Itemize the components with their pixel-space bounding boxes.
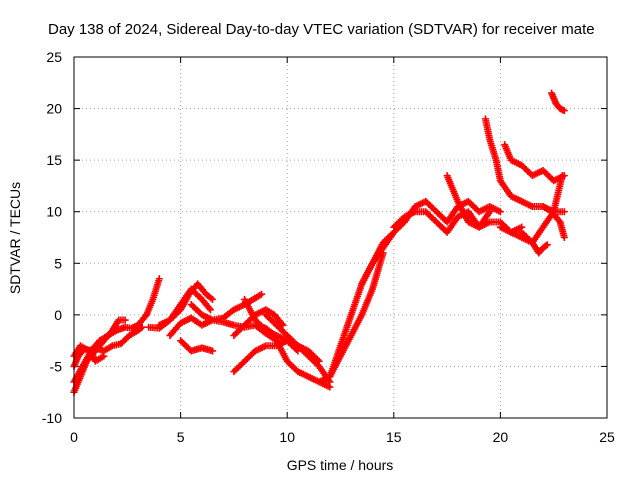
series-track-13: [251, 321, 334, 391]
y-tick-label: 10: [46, 204, 62, 220]
series-track-6: [155, 280, 217, 329]
grid: [74, 57, 607, 418]
plot-frame: [73, 56, 608, 419]
y-tick-label: -10: [42, 410, 62, 426]
data-point: [496, 208, 504, 216]
data-point: [560, 208, 568, 216]
data-point: [560, 172, 568, 180]
data-point: [205, 304, 213, 312]
series-track-17: [358, 197, 504, 288]
data-point: [543, 241, 551, 249]
axis-ticks: [73, 56, 608, 419]
data-point: [560, 107, 568, 115]
y-axis-label: SDTVAR / TECUs: [7, 182, 23, 294]
series-track-16: [326, 249, 387, 381]
y-tick-label: 20: [46, 101, 62, 117]
x-axis-label: GPS time / hours: [287, 457, 394, 473]
data-point: [206, 306, 214, 314]
data-point: [258, 290, 266, 298]
data-point: [100, 352, 108, 360]
series-track-24: [548, 89, 568, 115]
series-track-20: [481, 115, 568, 216]
x-tick-label: 5: [177, 429, 185, 445]
data-point: [121, 316, 129, 324]
data-point: [560, 234, 568, 241]
y-tick-label: 25: [46, 49, 62, 65]
data-point: [137, 324, 145, 332]
x-tick-label: 15: [386, 429, 402, 445]
y-tick-label: 0: [54, 307, 62, 323]
y-tick-label: 5: [54, 255, 62, 271]
series-track-25: [539, 203, 568, 241]
data-point: [138, 323, 146, 331]
series-track-22: [501, 141, 568, 185]
data-point: [542, 242, 550, 250]
x-tick-label: 10: [279, 429, 295, 445]
chart-title: Day 138 of 2024, Sidereal Day-to-day VTE…: [48, 21, 595, 38]
y-tick-label: -5: [50, 358, 63, 374]
series-track-14: [262, 311, 334, 386]
data-point: [155, 275, 163, 283]
series-track-18: [390, 208, 526, 236]
x-tick-label: 25: [599, 429, 615, 445]
data-points: [70, 89, 568, 396]
y-tick-label: 15: [46, 152, 62, 168]
data-point: [486, 208, 494, 216]
y-tick-labels: -10 -5 0 5 10 15 20 25: [42, 49, 62, 426]
x-tick-label: 20: [493, 429, 509, 445]
data-point: [209, 295, 217, 303]
data-point: [379, 249, 387, 257]
series-track-23: [518, 228, 551, 257]
series-track-19: [443, 172, 494, 231]
data-point: [209, 347, 217, 355]
data-point: [278, 320, 286, 328]
x-tick-label: 0: [70, 429, 78, 445]
x-tick-labels: 0 5 10 15 20 25: [70, 429, 615, 445]
series-track-8: [177, 337, 217, 355]
